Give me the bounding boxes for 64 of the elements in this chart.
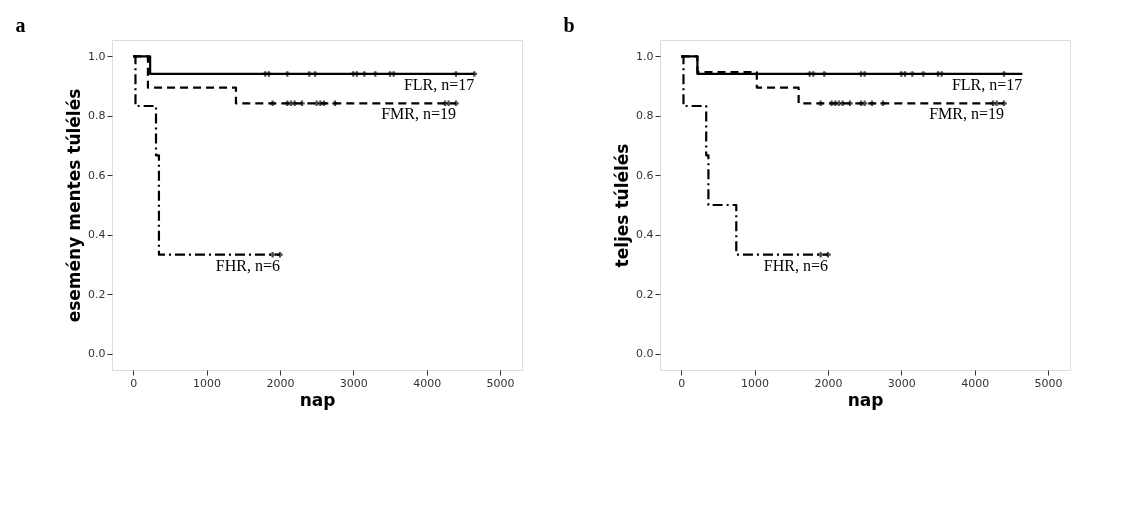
y-tick-label: 0.0 bbox=[88, 347, 106, 361]
point bbox=[810, 71, 817, 77]
series-label: FHR, n=6 bbox=[215, 256, 280, 274]
series-label: FLR, n=17 bbox=[951, 75, 1023, 93]
chart-title: a bbox=[15, 14, 26, 36]
point bbox=[869, 100, 875, 107]
point bbox=[909, 71, 916, 77]
point bbox=[299, 100, 305, 107]
point bbox=[361, 71, 368, 77]
x-tick-label: 5000 bbox=[1034, 376, 1063, 390]
point bbox=[321, 100, 327, 107]
series-label: FLR, n=17 bbox=[403, 75, 475, 93]
point bbox=[880, 100, 886, 107]
point bbox=[847, 100, 853, 107]
point bbox=[372, 71, 379, 77]
x-tick-label: 5000 bbox=[486, 376, 515, 390]
y-tick-label: 0.4 bbox=[88, 228, 106, 242]
x-axis-title: nap bbox=[847, 389, 884, 410]
x-tick-label: 0 bbox=[678, 376, 686, 390]
y-tick-label: 0.2 bbox=[636, 287, 654, 301]
x-tick-label: 4000 bbox=[413, 376, 442, 390]
point bbox=[920, 71, 927, 77]
point bbox=[825, 251, 831, 258]
point bbox=[453, 71, 459, 77]
y-tick-label: 0.2 bbox=[88, 287, 106, 301]
x-tick-label: 1000 bbox=[193, 376, 222, 390]
series-label: FMR, n=19 bbox=[929, 105, 1004, 123]
y-tick-label: 1.0 bbox=[636, 49, 654, 63]
chart-title: b bbox=[563, 14, 575, 36]
x-tick-label: 2000 bbox=[814, 376, 843, 390]
point bbox=[471, 71, 478, 77]
point bbox=[332, 100, 338, 107]
series-label: FHR, n=6 bbox=[763, 256, 828, 274]
point bbox=[312, 71, 318, 77]
point bbox=[821, 71, 828, 77]
y-tick-label: 1.0 bbox=[88, 49, 106, 63]
point bbox=[1001, 100, 1007, 107]
y-axis-title: teljes túlélés bbox=[612, 143, 633, 268]
y-axis-title: esemény mentes túlélés bbox=[64, 88, 85, 323]
point bbox=[938, 71, 945, 77]
y-tick-label: 0.8 bbox=[88, 109, 106, 123]
y-tick-label: 0.4 bbox=[636, 228, 654, 242]
point bbox=[1001, 71, 1007, 77]
y-tick-label: 0.6 bbox=[636, 168, 654, 182]
series-label: FMR, n=19 bbox=[381, 105, 456, 123]
point bbox=[390, 71, 397, 77]
point bbox=[266, 71, 272, 77]
point bbox=[902, 71, 908, 77]
x-tick-label: 3000 bbox=[339, 376, 368, 390]
y-tick-label: 0.6 bbox=[88, 168, 106, 182]
x-tick-label: 1000 bbox=[741, 376, 770, 390]
x-tick-label: 4000 bbox=[961, 376, 990, 390]
point bbox=[861, 71, 868, 77]
point bbox=[354, 71, 360, 77]
x-tick-label: 3000 bbox=[887, 376, 916, 390]
point bbox=[284, 71, 291, 77]
point bbox=[306, 71, 313, 77]
y-tick-label: 0.8 bbox=[636, 109, 654, 123]
y-tick-label: 0.0 bbox=[636, 347, 654, 361]
x-tick-label: 2000 bbox=[266, 376, 295, 390]
x-axis-title: nap bbox=[299, 389, 336, 410]
point bbox=[277, 251, 283, 258]
x-tick-label: 0 bbox=[130, 376, 138, 390]
point bbox=[453, 100, 459, 107]
